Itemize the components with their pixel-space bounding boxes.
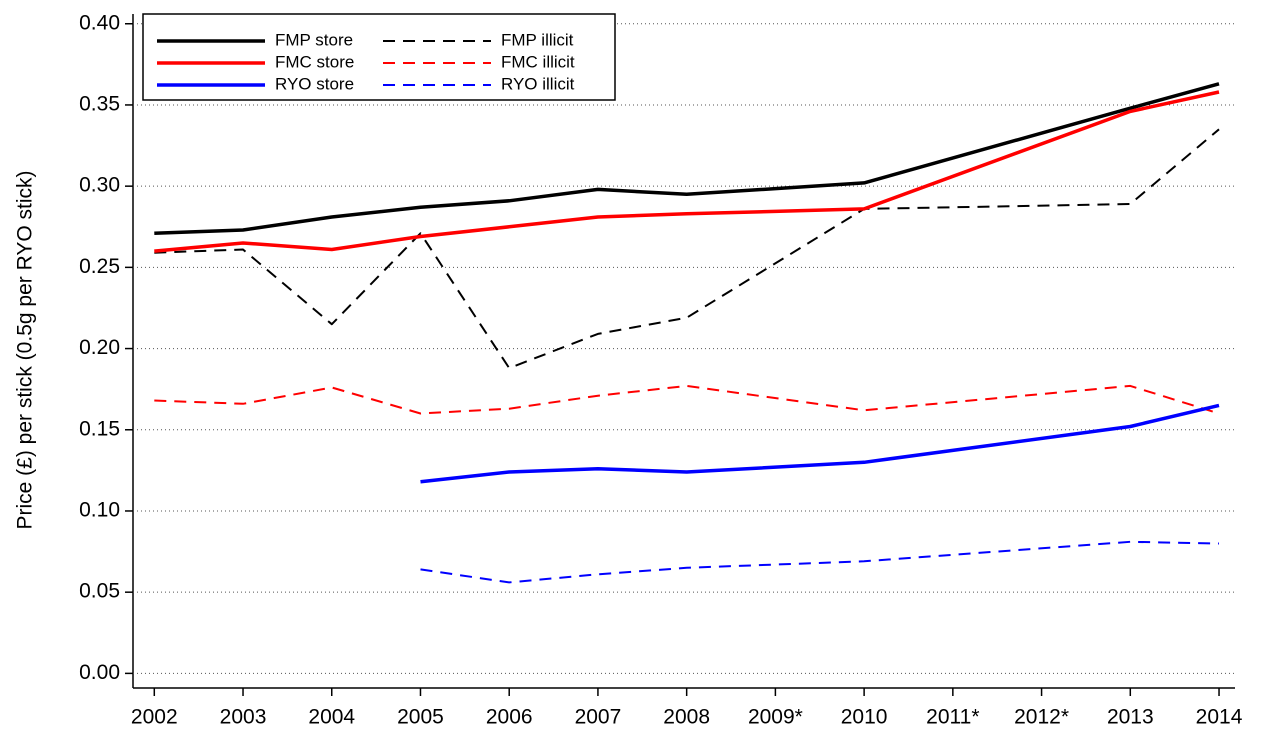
series-line [420, 403, 1220, 484]
x-tick-label: 2010 [841, 706, 888, 729]
x-tick-label: 2012* [1014, 706, 1069, 729]
series-line [420, 540, 1220, 584]
x-tick-label: 2002 [131, 706, 178, 729]
legend-label: RYO illicit [501, 74, 575, 93]
y-tick-label: 0.20 [79, 336, 120, 359]
x-tick-label: 2008 [663, 706, 710, 729]
x-tick-label: 2014 [1196, 706, 1243, 729]
legend-label: FMC store [275, 52, 354, 71]
x-tick-label: 2004 [308, 706, 355, 729]
y-tick-label: 0.40 [79, 11, 120, 34]
legend-label: FMC illicit [501, 52, 575, 71]
x-tick-label: 2005 [397, 706, 444, 729]
y-tick-label: 0.35 [79, 92, 120, 115]
y-tick-label: 0.05 [79, 580, 120, 603]
series-line [154, 82, 1220, 236]
y-axis-label: Price (£) per stick (0.5g per RYO stick) [14, 170, 37, 529]
y-tick-label: 0.10 [79, 499, 120, 522]
y-tick-label: 0.15 [79, 417, 120, 440]
y-tick-label: 0.00 [79, 661, 120, 684]
x-tick-label: 2013 [1107, 706, 1154, 729]
x-tick-label: 2011* [926, 706, 979, 729]
legend: FMP store FMP illicit FMC store FMC illicit… [142, 13, 616, 101]
legend-label: FMP store [275, 30, 353, 49]
series-line [154, 384, 1220, 415]
x-tick-label: 2006 [486, 706, 533, 729]
x-tick-label: 2007 [575, 706, 622, 729]
series-line [154, 90, 1220, 253]
x-tick-label: 2009* [748, 706, 803, 729]
x-tick-label: 2003 [220, 706, 267, 729]
y-tick-label: 0.25 [79, 255, 120, 278]
legend-label: FMP illicit [501, 30, 574, 49]
legend-label: RYO store [275, 74, 354, 93]
series-line [154, 128, 1220, 370]
y-tick-label: 0.30 [79, 174, 120, 197]
